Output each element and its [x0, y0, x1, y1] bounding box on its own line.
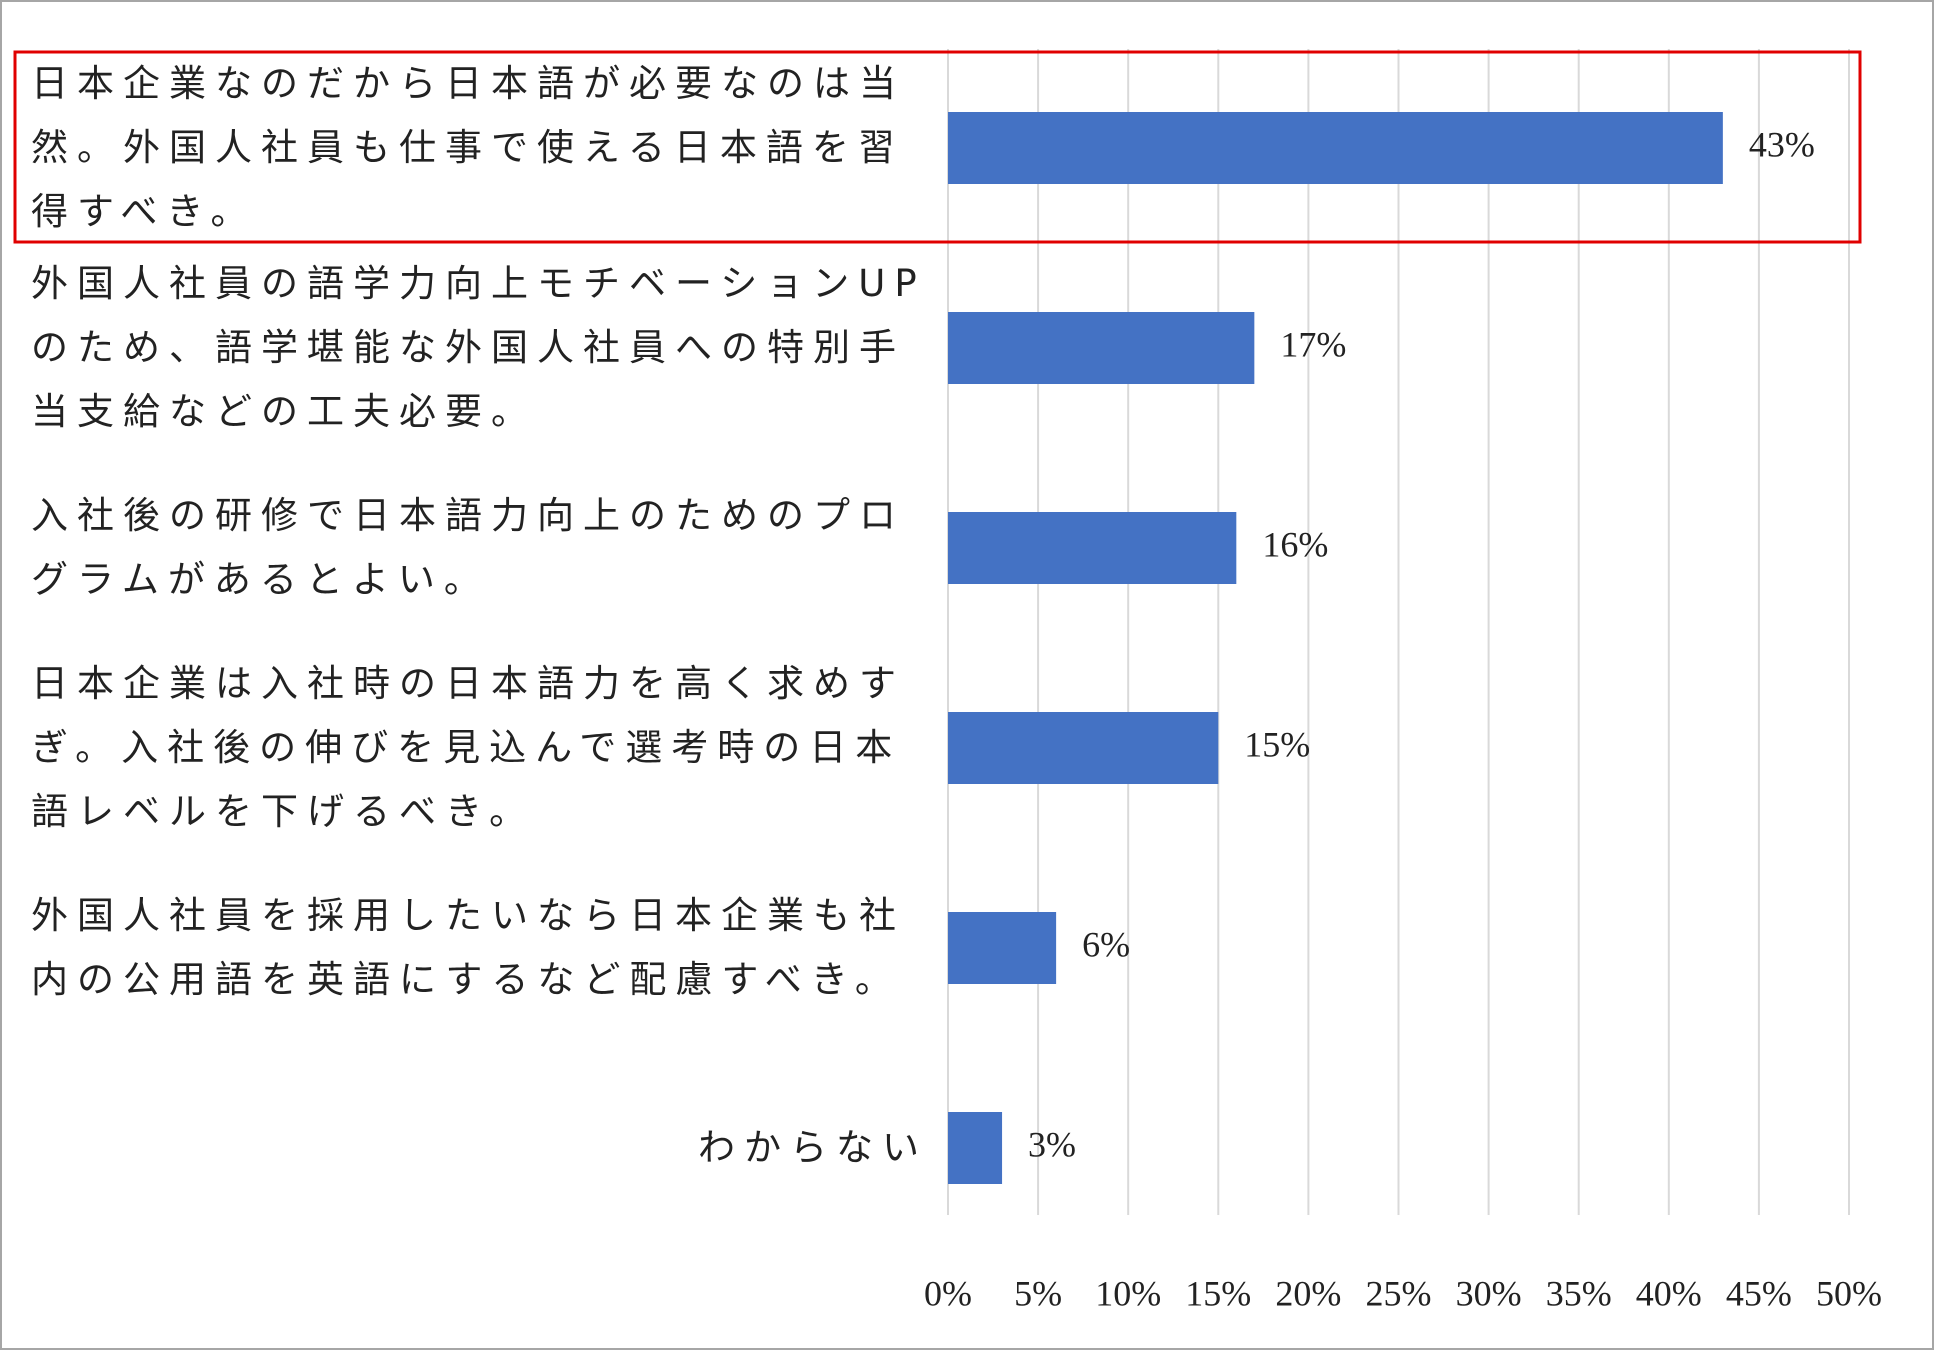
category-label: 日本企業なのだから日本語が必要なのは当然。外国人社員も仕事で使える日本語を習得す…	[31, 52, 919, 244]
category-label: 入社後の研修で日本語力向上のためのプログラムがあるとよい。	[31, 484, 919, 612]
category-text: 日本企業は入社時の日本語力を高く求めすぎ。入社後の伸びを見込んで選考時の日本語レ…	[31, 662, 905, 833]
category-label: 日本企業は入社時の日本語力を高く求めすぎ。入社後の伸びを見込んで選考時の日本語レ…	[31, 652, 919, 844]
category-text: 入社後の研修で日本語力向上のためのプログラムがあるとよい。	[31, 494, 905, 601]
bar	[948, 1112, 1003, 1184]
value-label: 3%	[1028, 1124, 1076, 1164]
x-tick-label: 40%	[1636, 1273, 1702, 1313]
value-label: 6%	[1082, 924, 1130, 964]
x-tick-label: 20%	[1275, 1273, 1341, 1313]
x-tick-label: 35%	[1546, 1273, 1612, 1313]
category-text: 日本企業なのだから日本語が必要なのは当然。外国人社員も仕事で使える日本語を習得す…	[31, 62, 905, 233]
category-label: わからない	[31, 1116, 919, 1180]
value-label: 16%	[1262, 524, 1328, 564]
category-label: 外国人社員の語学力向上モチベーションUPのため、語学堪能な外国人社員への特別手当…	[31, 252, 919, 444]
highlight-box	[13, 50, 1862, 244]
value-label: 17%	[1280, 324, 1346, 364]
x-tick-label: 15%	[1185, 1273, 1251, 1313]
bar	[948, 512, 1237, 584]
category-text: 外国人社員を採用したいなら日本企業も社内の公用語を英語にするなど配慮すべき。	[31, 894, 905, 1001]
x-tick-label: 5%	[1014, 1273, 1062, 1313]
x-tick-label: 0%	[924, 1273, 972, 1313]
x-tick-label: 25%	[1366, 1273, 1432, 1313]
value-label: 15%	[1244, 724, 1310, 764]
bar	[948, 312, 1255, 384]
value-label: 43%	[1749, 124, 1815, 164]
bar	[948, 112, 1723, 184]
bar	[948, 912, 1057, 984]
category-text: 外国人社員の語学力向上モチベーションUPのため、語学堪能な外国人社員への特別手当…	[31, 262, 926, 433]
x-tick-label: 50%	[1816, 1273, 1882, 1313]
x-tick-label: 30%	[1456, 1273, 1522, 1313]
category-text: わからない	[698, 1126, 928, 1169]
x-tick-label: 10%	[1095, 1273, 1161, 1313]
x-tick-label: 45%	[1726, 1273, 1792, 1313]
category-label: 外国人社員を採用したいなら日本企業も社内の公用語を英語にするなど配慮すべき。	[31, 884, 919, 1012]
bar	[948, 712, 1219, 784]
